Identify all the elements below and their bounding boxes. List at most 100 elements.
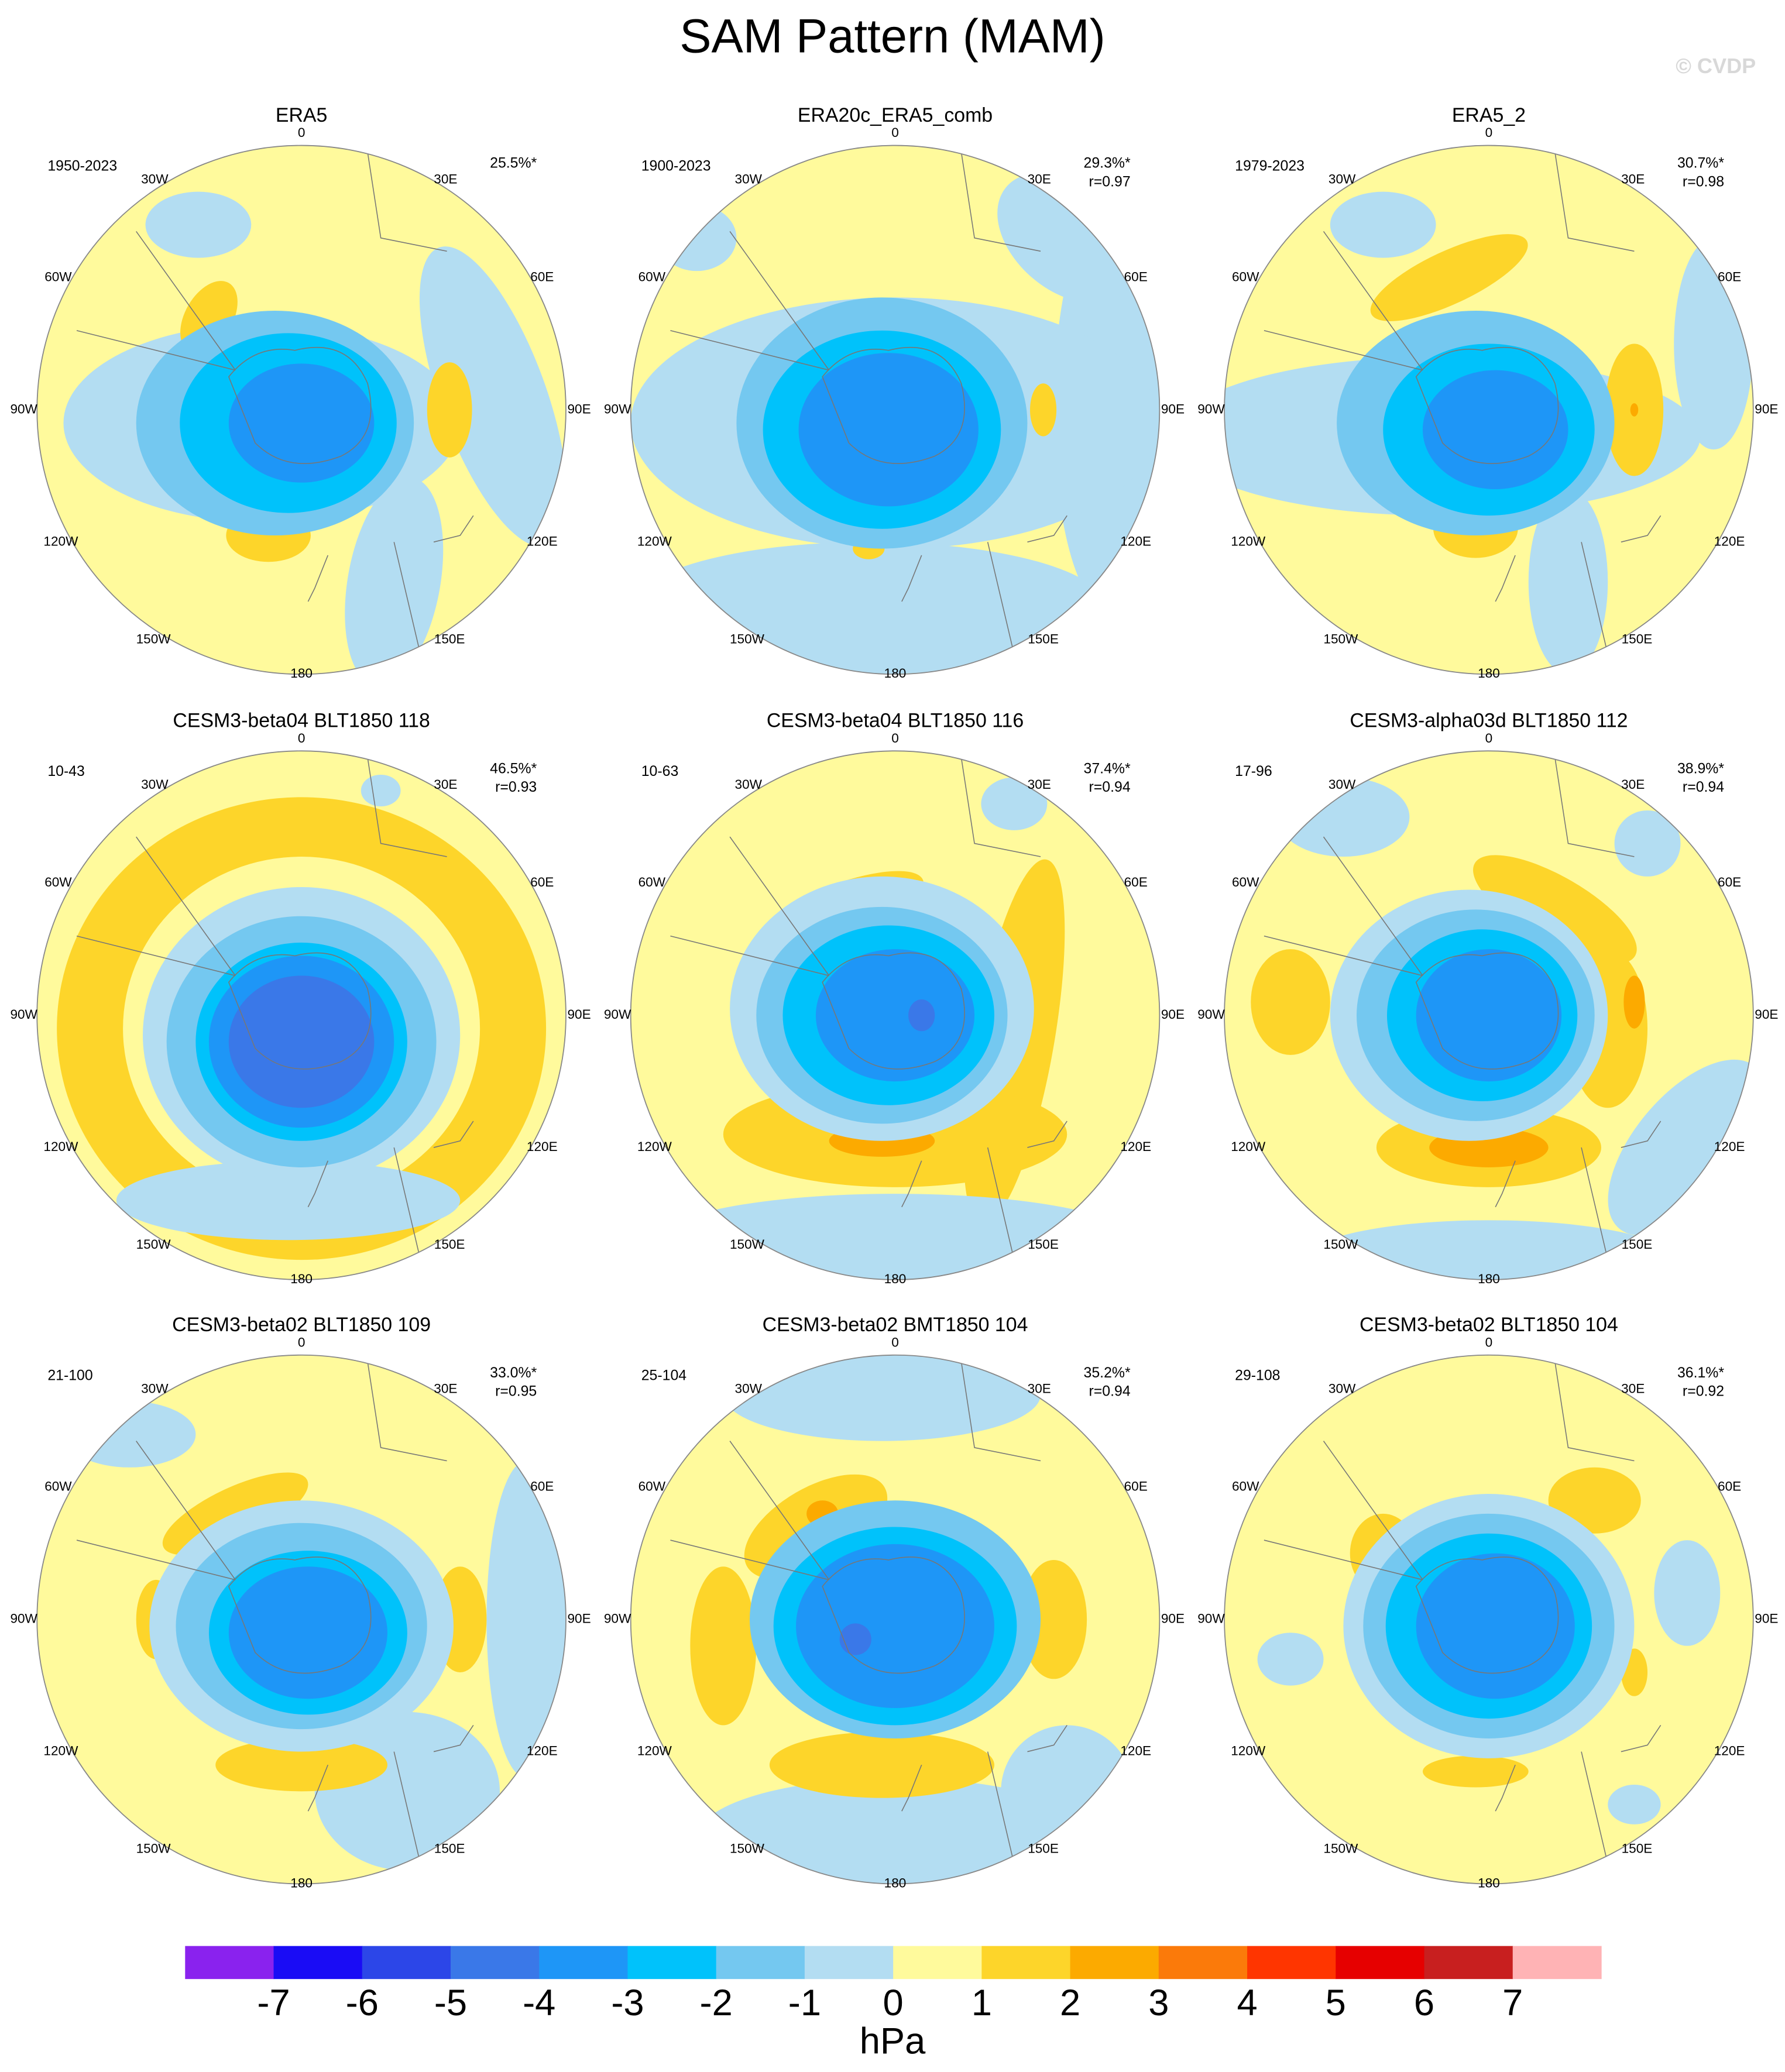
longitude-label: 150E [1622,1841,1653,1856]
colorbar-tick-label: 6 [1414,1982,1434,2023]
contour-region [657,205,737,272]
colorbar-tick-label: -3 [611,1982,644,2023]
panel-years: 10-63 [641,764,679,779]
colorbar-tick-label: 5 [1326,1982,1346,2023]
longitude-label: 150W [730,631,765,646]
longitude-label: 90E [1161,401,1185,416]
longitude-label: 0 [298,125,305,140]
colorbar-box [1247,1946,1336,1980]
colorbar-tick-label: -1 [788,1982,821,2023]
colorbar-box [1158,1946,1248,1980]
contour-region [1654,1540,1721,1646]
longitude-label: 30E [1621,1381,1645,1396]
longitude-label: 60E [530,1479,554,1494]
longitude-label: 30E [434,171,457,186]
panel-title: CESM3-beta02 BLT1850 109 [172,1314,431,1336]
longitude-label: 180 [290,1875,313,1890]
contour-region [1608,1059,1753,1236]
longitude-label: 60W [1232,1479,1259,1494]
longitude-label: 60E [1124,1479,1148,1494]
contour-region [228,363,375,483]
colorbar-box [185,1946,274,1980]
contour-region [1001,1725,1134,1858]
contour-region [1630,403,1639,417]
panel-years: 10-43 [47,764,85,779]
panel-correlation: r=0.94 [1089,1384,1131,1400]
longitude-label: 30W [1329,777,1356,792]
longitude-label: 30W [1329,171,1356,186]
panel-title: ERA20c_ERA5_comb [798,104,993,126]
longitude-label: 0 [1485,731,1493,745]
colorbar-tick-label: 0 [883,1982,904,2023]
colorbar-box [1336,1946,1425,1980]
longitude-label: 180 [290,1272,313,1286]
longitude-label: 120E [527,1744,558,1758]
colorbar-tick-label: -5 [434,1982,467,2023]
colorbar-tick-label: -2 [700,1982,733,2023]
colorbar-tick-label: 4 [1237,1982,1257,2023]
panel-variance: 37.4%* [1084,761,1131,776]
contour-region [1608,1785,1661,1824]
contour-region [427,362,472,458]
longitude-label: 30W [1329,1381,1356,1396]
coastline [76,1361,474,1864]
map-border [1224,145,1754,675]
coastline [670,152,1067,655]
longitude-label: 180 [290,666,313,681]
panel-variance: 35.2%* [1084,1365,1131,1381]
panel-variance: 38.9%* [1677,761,1724,776]
longitude-label: 60W [639,1479,666,1494]
coastline [76,152,474,655]
longitude-label: 150E [434,631,465,646]
colorbar-box [893,1946,983,1980]
longitude-label: 60W [639,875,666,889]
longitude-label: 150W [136,631,171,646]
longitude-label: 90W [10,1611,37,1626]
contour-region [908,999,935,1032]
map-border [36,145,567,675]
contour-region [723,1355,1041,1441]
longitude-label: 120W [43,1744,78,1758]
contour-region [1303,1220,1674,1280]
panel-correlation: r=0.92 [1683,1384,1724,1400]
colorbar-box [362,1946,451,1980]
colorbar-box [1424,1946,1513,1980]
longitude-label: 120W [637,1139,672,1154]
map-border [630,1354,1161,1885]
panel-years: 25-104 [641,1367,687,1383]
coastline [1264,1361,1662,1864]
longitude-label: 30E [1028,171,1051,186]
map-panel: CESM3-alpha03d BLT1850 112 17-96 38.9%* r=0… [1197,710,1778,1286]
longitude-label: 180 [1478,1272,1500,1286]
panel-title: ERA5_2 [1452,104,1526,126]
contour-region [345,477,444,675]
contour-region [630,542,1107,675]
coastline [1264,757,1662,1260]
longitude-label: 60W [44,875,72,889]
longitude-label: 150W [730,1237,765,1252]
panel-years: 21-100 [47,1367,92,1383]
panel-correlation: r=0.94 [1089,779,1131,795]
longitude-label: 30W [141,777,169,792]
longitude-label: 0 [298,1335,305,1349]
map-border [630,750,1161,1280]
map-panel: ERA5 1950-2023 25.5%* 0 30E 60E 90E 120E 150E 180… [10,104,591,681]
longitude-label: 0 [298,731,305,745]
panel-variance: 25.5%* [490,156,537,171]
panel-variance: 30.7%* [1677,156,1724,171]
contour-region [228,975,375,1108]
longitude-label: 90W [1197,1611,1225,1626]
longitude-label: 120W [1231,534,1266,548]
colorbar-box [627,1946,717,1980]
panel-variance: 29.3%* [1084,156,1131,171]
longitude-label: 30E [434,777,457,792]
colorbar-tick-label: -4 [523,1982,555,2023]
longitude-label: 0 [1485,125,1493,140]
map-panel: CESM3-beta04 BLT1850 118 10-43 46.5%* r=0.9… [10,710,591,1286]
panel-title: CESM3-beta04 BLT1850 116 [767,710,1024,732]
panel-years: 29-108 [1235,1367,1280,1383]
contour-region [215,1738,387,1792]
longitude-label: 30W [735,1381,763,1396]
contour-region [769,1731,994,1798]
